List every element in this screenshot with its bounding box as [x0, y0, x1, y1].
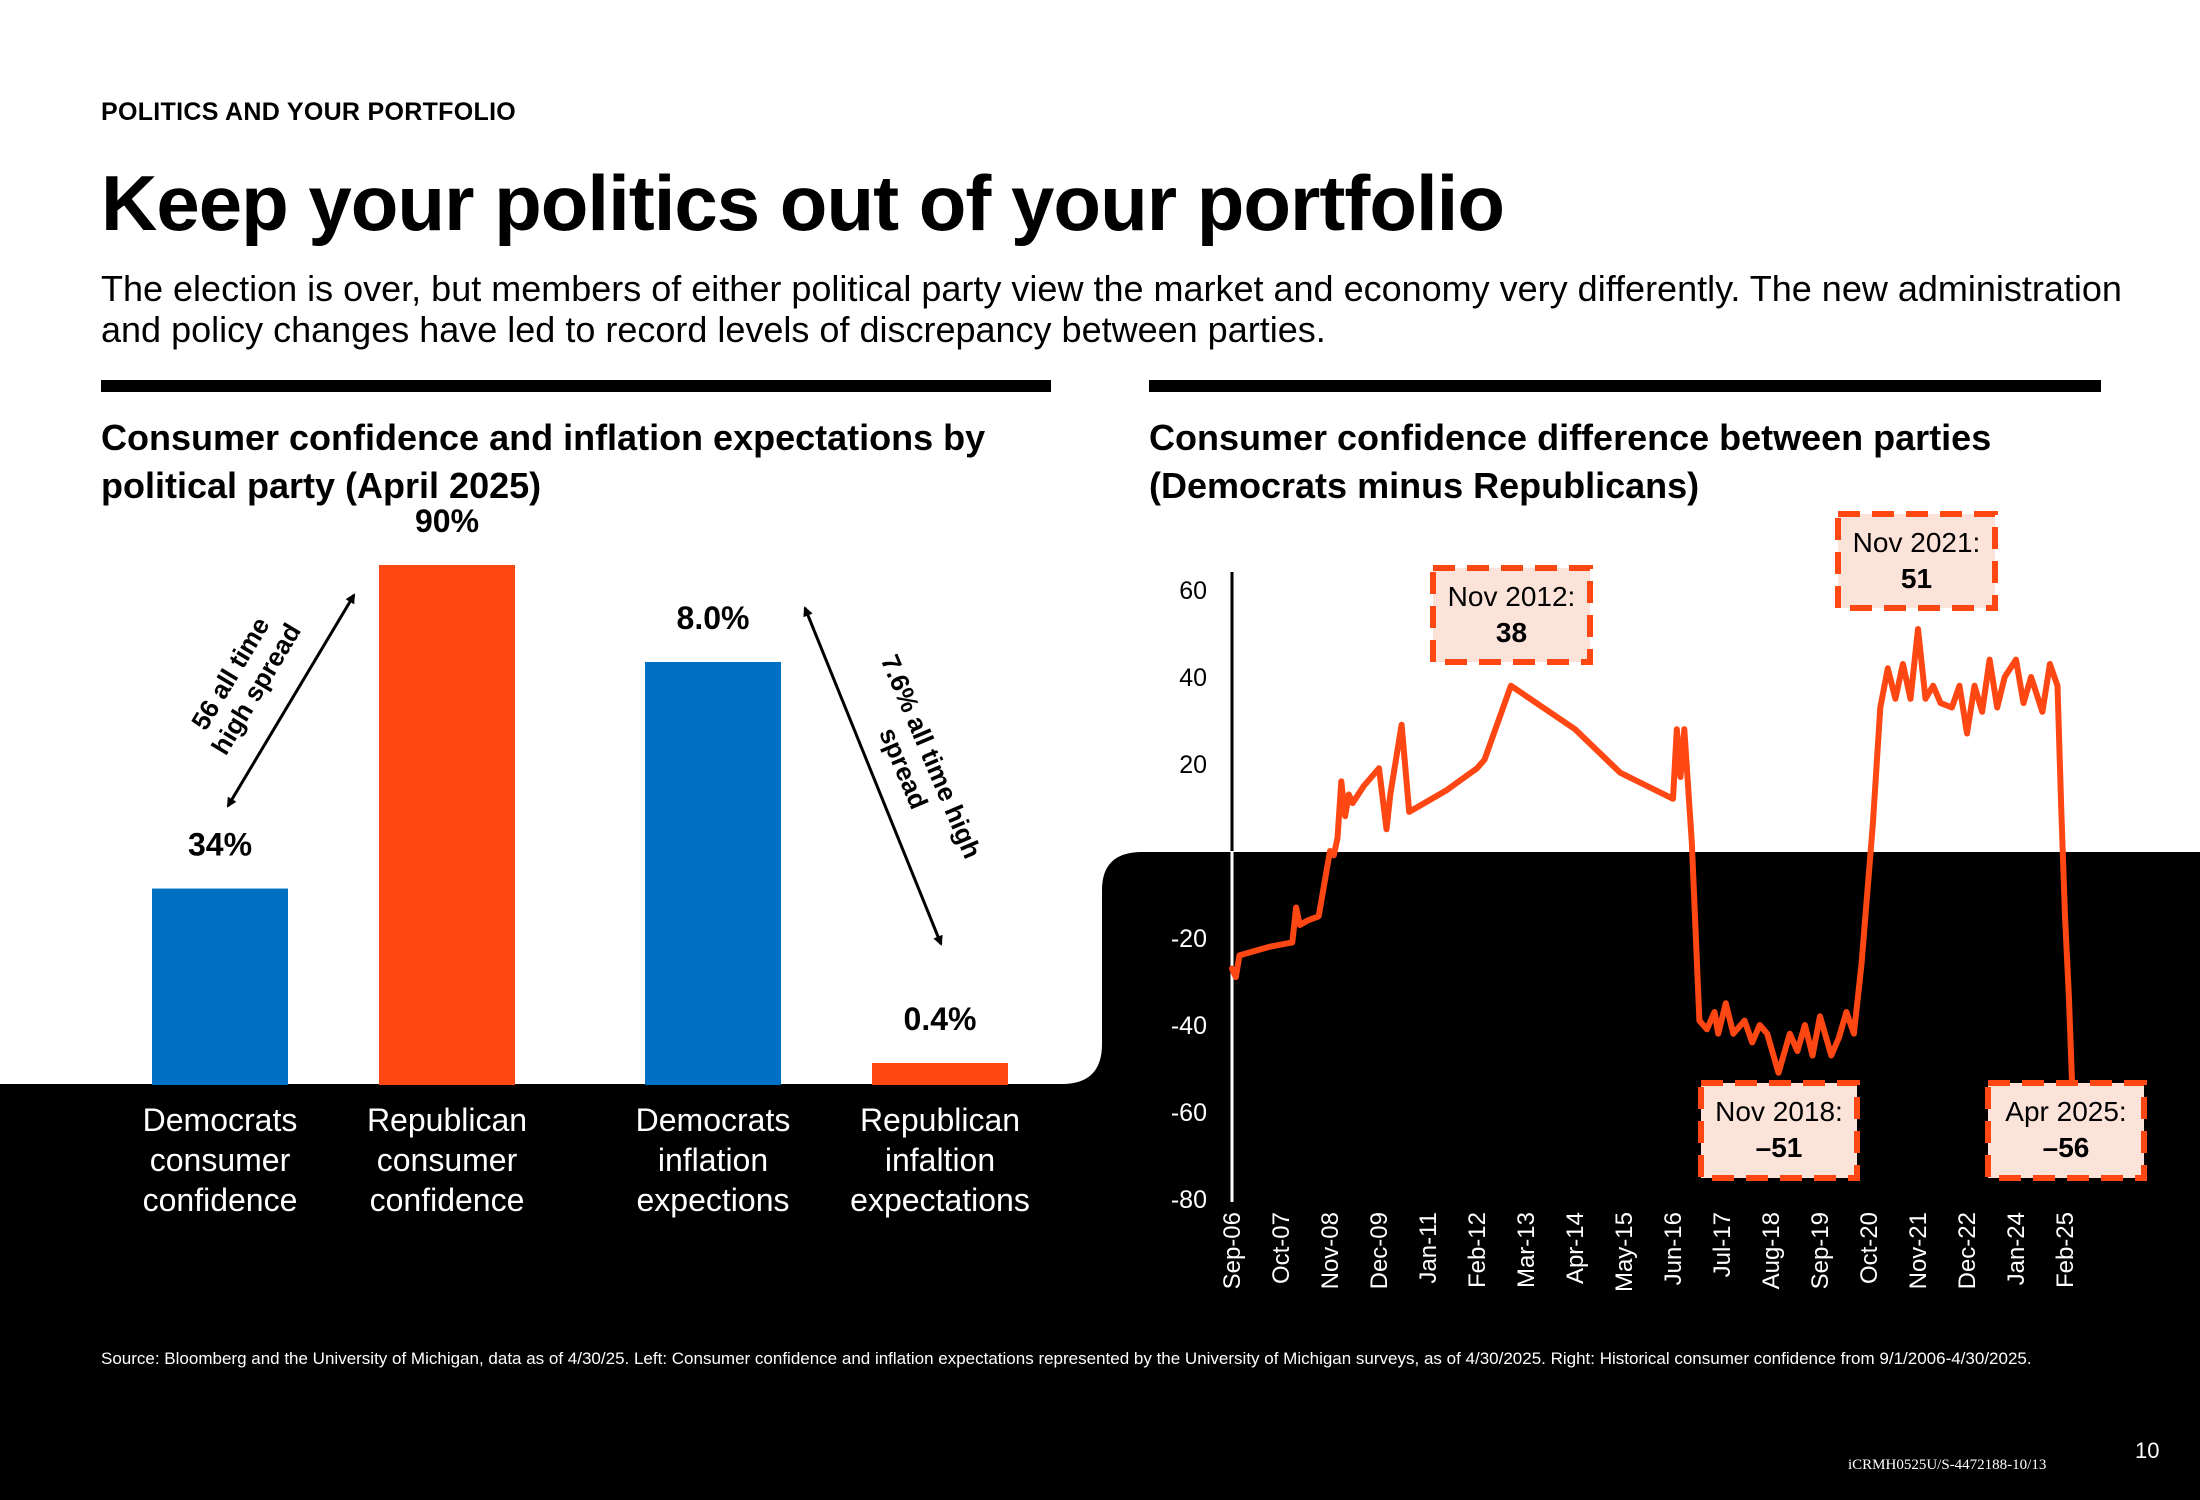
y-tick-label: -80 [1171, 1186, 1207, 1214]
line-chart: 60 40 20 -20 -40 -60 -80 Sep-06 Oct-07 Nov-08 Dec-… [1171, 511, 2147, 1292]
x-tick-label: Jan-11 [1415, 1212, 1442, 1284]
callout-value: 51 [1901, 563, 1932, 594]
bar [379, 565, 515, 1085]
x-tick-label: Feb-25 [2052, 1212, 2079, 1288]
x-tick-label: Mar-13 [1513, 1212, 1540, 1288]
callout-value: –51 [1756, 1132, 1803, 1163]
callout-value: –56 [2043, 1132, 2090, 1163]
category-label: Republican [367, 1102, 527, 1138]
category-label: Democrats [143, 1102, 298, 1138]
category-label: expections [637, 1182, 790, 1218]
y-tick-label: 20 [1179, 751, 1207, 779]
spread-arrow-left [226, 593, 356, 808]
x-tick-label: Nov-08 [1317, 1212, 1344, 1289]
x-tick-label: Aug-18 [1758, 1212, 1785, 1289]
callout-label: Nov 2012: [1448, 581, 1576, 612]
category-label: Democrats [636, 1102, 791, 1138]
callout-box [1430, 565, 1593, 665]
x-tick-label: Apr-14 [1562, 1212, 1589, 1284]
y-tick-label: 40 [1179, 664, 1207, 692]
bar-value-label: 8.0% [677, 600, 750, 636]
black-panel [0, 852, 2200, 1500]
x-tick-label: Sep-19 [1807, 1212, 1834, 1289]
bar [872, 1063, 1008, 1085]
x-tick-label: Oct-20 [1856, 1212, 1883, 1284]
callout-box [1698, 1080, 1860, 1181]
category-label: expectations [850, 1182, 1030, 1218]
page-title: Keep your politics out of your portfolio [101, 159, 1505, 247]
bar-value-label: 0.4% [904, 1001, 977, 1037]
callout-value: 38 [1496, 617, 1527, 648]
x-tick-label: Jul-17 [1709, 1212, 1736, 1277]
x-tick-label: Feb-12 [1464, 1212, 1491, 1288]
x-tick-label: Dec-09 [1366, 1212, 1393, 1289]
callout-box [1985, 1080, 2147, 1181]
page-subtitle: The election is over, but members of eit… [101, 268, 2122, 350]
right-divider [1149, 380, 2101, 392]
y-tick-label: -20 [1171, 925, 1207, 953]
x-tick-label: Oct-07 [1268, 1212, 1295, 1284]
x-tick-label: Jun-16 [1660, 1212, 1687, 1285]
bar [152, 888, 288, 1085]
spread-arrow-right [803, 606, 943, 946]
x-tick-label: Nov-21 [1905, 1212, 1932, 1289]
right-chart-title: Consumer confidence difference between p… [1149, 417, 1992, 506]
category-label: Republican [860, 1102, 1020, 1138]
series-line [1229, 626, 2076, 1098]
x-tick-label: May-15 [1611, 1212, 1638, 1292]
x-tick-label: Dec-22 [1954, 1212, 1981, 1289]
category-label: consumer [377, 1142, 518, 1178]
callout-box [1835, 511, 1998, 611]
page-number: 10 [2135, 1438, 2160, 1463]
left-chart-title: Consumer confidence and inflation expect… [101, 417, 986, 506]
bar-value-label: 90% [415, 503, 479, 539]
category-label: confidence [370, 1182, 525, 1218]
category-label: confidence [143, 1182, 298, 1218]
bar-value-label: 34% [188, 827, 252, 863]
y-tick-label: 60 [1179, 577, 1207, 605]
category-label: consumer [150, 1142, 291, 1178]
source-note: Source: Bloomberg and the University of … [101, 1349, 2032, 1368]
left-divider [101, 380, 1051, 392]
category-label: infaltion [885, 1142, 995, 1178]
bar [645, 662, 781, 1085]
section-eyebrow: POLITICS AND YOUR PORTFOLIO [101, 98, 517, 126]
category-label: inflation [658, 1142, 768, 1178]
y-tick-label: -60 [1171, 1099, 1207, 1127]
callout-label: Nov 2018: [1715, 1096, 1843, 1127]
callout-label: Nov 2021: [1853, 527, 1981, 558]
job-code: iCRMH0525U/S-4472188-10/13 [1848, 1457, 2047, 1473]
callout-label: Apr 2025: [2005, 1096, 2126, 1127]
y-tick-label: -40 [1171, 1012, 1207, 1040]
spread-annotation-left: 56 all timehigh spread [179, 602, 306, 759]
x-tick-label: Jan-24 [2003, 1212, 2030, 1285]
x-tick-label: Sep-06 [1219, 1212, 1246, 1289]
